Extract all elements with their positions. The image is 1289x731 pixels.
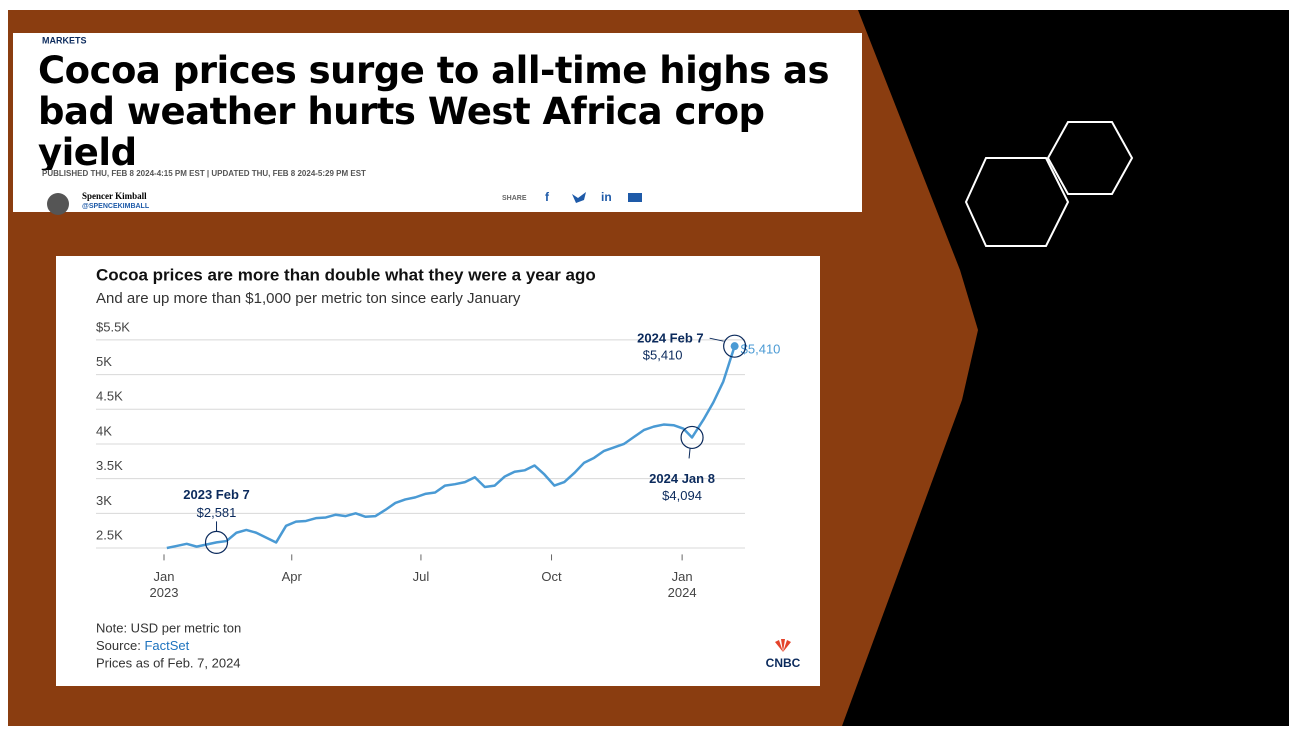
x-tick-label: Oct [541, 569, 562, 584]
x-tick-label: Apr [282, 569, 303, 584]
as-of: Prices as of Feb. 7, 2024 [96, 655, 241, 670]
share-linkedin[interactable]: in [601, 190, 612, 204]
share-facebook[interactable]: f [545, 190, 550, 204]
annotation-leader [709, 337, 724, 342]
annotation-date: 2024 Jan 8 [649, 471, 715, 486]
share-mail[interactable] [628, 193, 642, 202]
section: MARKETS [42, 35, 87, 45]
handle: @SPENCEKIMBALL [82, 203, 150, 210]
source-label: Source: FactSet [96, 638, 190, 653]
y-tick-label: 3.5K [96, 458, 123, 473]
source-label-text: Source: [96, 638, 141, 653]
x-tick-label: Jul [413, 569, 430, 584]
headline-box: Cocoa prices surge to all-time highs as … [38, 50, 830, 170]
annotation-date: 2024 Feb 7 [637, 331, 704, 346]
y-tick-label: 5K [96, 354, 112, 369]
annotation-circle [680, 425, 704, 450]
author: Spencer Kimball [82, 191, 147, 201]
end-label: $5,410 [741, 342, 781, 357]
share-twitter[interactable] [572, 192, 586, 203]
logo: CNBC [766, 656, 801, 670]
y-tick-label: 4.5K [96, 389, 123, 404]
hexagons [964, 121, 1134, 247]
note: Note: USD per metric ton [96, 620, 241, 635]
y-tick-label: 2.5K [96, 527, 123, 542]
x-tick-label: Jan [672, 569, 693, 584]
hexagon [1046, 121, 1134, 195]
y-tick-label: 3K [96, 493, 112, 508]
annotation-value: $5,410 [643, 348, 683, 363]
annotation-circle [723, 334, 747, 358]
hexagon [964, 157, 1070, 247]
article-header [13, 33, 862, 212]
x-tick-label: Jan [154, 569, 175, 584]
annotation-leader [688, 448, 691, 459]
end-dot [730, 342, 739, 351]
y-tick-label: 4K [96, 423, 112, 438]
chart-subtitle: And are up more than $1,000 per metric t… [96, 290, 521, 307]
y-tick-label: $5.5K [96, 319, 130, 334]
headline: Cocoa prices surge to all-time highs as … [38, 50, 830, 170]
source[interactable]: FactSet [144, 638, 189, 653]
dateline: PUBLISHED THU, FEB 8 2024-4:15 PM EST | … [42, 169, 366, 178]
share-label: SHARE [502, 195, 527, 202]
chart-title: Cocoa prices are more than double what t… [96, 265, 596, 284]
price-line [166, 345, 736, 550]
logo-peacock [775, 639, 791, 652]
x-tick-year: 2023 [150, 585, 179, 600]
x-tick-year: 2024 [668, 585, 697, 600]
avatar [47, 193, 69, 215]
annotation-value: $2,581 [197, 505, 237, 520]
chart-panel [56, 256, 820, 686]
annotation-date: 2023 Feb 7 [183, 487, 250, 502]
annotation-value: $4,094 [662, 488, 702, 503]
